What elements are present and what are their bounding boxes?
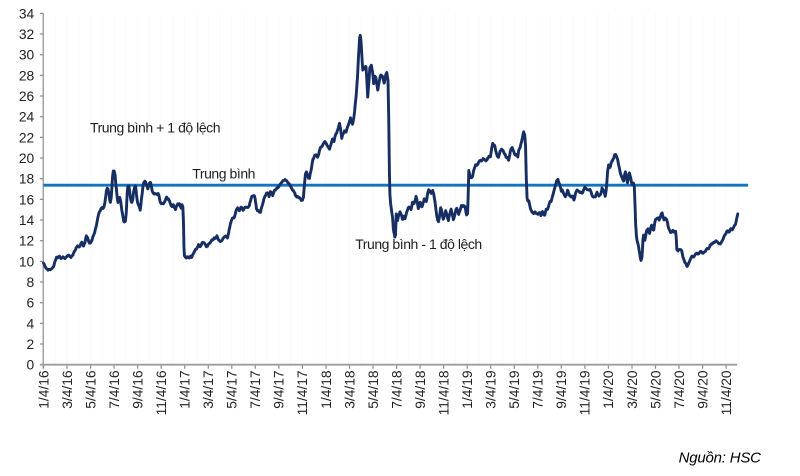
svg-text:4: 4 (27, 316, 35, 331)
svg-text:3/4/16: 3/4/16 (60, 370, 75, 409)
svg-text:1/4/20: 1/4/20 (601, 370, 616, 409)
svg-text:28: 28 (19, 68, 35, 83)
svg-text:5/4/16: 5/4/16 (83, 370, 98, 409)
svg-text:7/4/17: 7/4/17 (248, 370, 263, 408)
svg-text:5/4/17: 5/4/17 (225, 370, 240, 408)
svg-text:6: 6 (27, 296, 35, 311)
svg-text:5/4/18: 5/4/18 (366, 370, 381, 409)
svg-text:10: 10 (19, 254, 35, 269)
svg-text:11/4/20: 11/4/20 (719, 370, 734, 415)
svg-text:Trung bình + 1 độ lệch: Trung bình + 1 độ lệch (90, 119, 220, 135)
svg-text:Trung bình - 1 độ lệch: Trung bình - 1 độ lệch (355, 236, 482, 252)
svg-text:16: 16 (19, 192, 35, 207)
svg-text:7/4/16: 7/4/16 (107, 370, 122, 409)
svg-text:9/4/17: 9/4/17 (272, 370, 287, 408)
svg-text:20: 20 (19, 151, 35, 166)
svg-text:7/4/19: 7/4/19 (531, 370, 546, 409)
svg-text:1/4/19: 1/4/19 (460, 370, 475, 409)
svg-text:Nguồn: HSC: Nguồn: HSC (679, 450, 762, 467)
svg-text:1/4/17: 1/4/17 (178, 370, 193, 408)
svg-text:1/4/18: 1/4/18 (319, 370, 334, 409)
svg-text:0: 0 (27, 358, 35, 373)
svg-text:1/4/16: 1/4/16 (36, 370, 51, 409)
svg-text:Trung bình: Trung bình (192, 165, 255, 181)
svg-text:18: 18 (19, 172, 35, 187)
svg-text:3/4/18: 3/4/18 (342, 370, 357, 409)
svg-text:11/4/16: 11/4/16 (154, 370, 169, 415)
svg-text:22: 22 (19, 130, 34, 145)
svg-text:11/4/18: 11/4/18 (436, 370, 451, 415)
svg-text:11/4/17: 11/4/17 (295, 370, 310, 415)
svg-text:5/4/19: 5/4/19 (507, 370, 522, 409)
svg-text:7/4/18: 7/4/18 (389, 370, 404, 409)
svg-text:9/4/18: 9/4/18 (413, 370, 428, 409)
svg-text:24: 24 (19, 110, 35, 125)
svg-text:3/4/19: 3/4/19 (484, 370, 499, 409)
svg-text:7/4/20: 7/4/20 (672, 370, 687, 409)
svg-text:9/4/20: 9/4/20 (695, 370, 710, 409)
svg-text:3/4/20: 3/4/20 (625, 370, 640, 409)
svg-text:3/4/17: 3/4/17 (201, 370, 216, 408)
svg-text:2: 2 (27, 337, 35, 352)
svg-text:9/4/19: 9/4/19 (554, 370, 569, 409)
svg-text:30: 30 (19, 48, 35, 63)
svg-text:26: 26 (19, 89, 35, 104)
svg-text:14: 14 (19, 213, 35, 228)
svg-text:8: 8 (27, 275, 35, 290)
svg-text:32: 32 (19, 27, 34, 42)
svg-text:11/4/19: 11/4/19 (578, 370, 593, 415)
svg-text:5/4/20: 5/4/20 (648, 370, 663, 409)
svg-text:9/4/16: 9/4/16 (131, 370, 146, 409)
svg-text:12: 12 (19, 234, 34, 249)
svg-text:34: 34 (19, 6, 35, 21)
